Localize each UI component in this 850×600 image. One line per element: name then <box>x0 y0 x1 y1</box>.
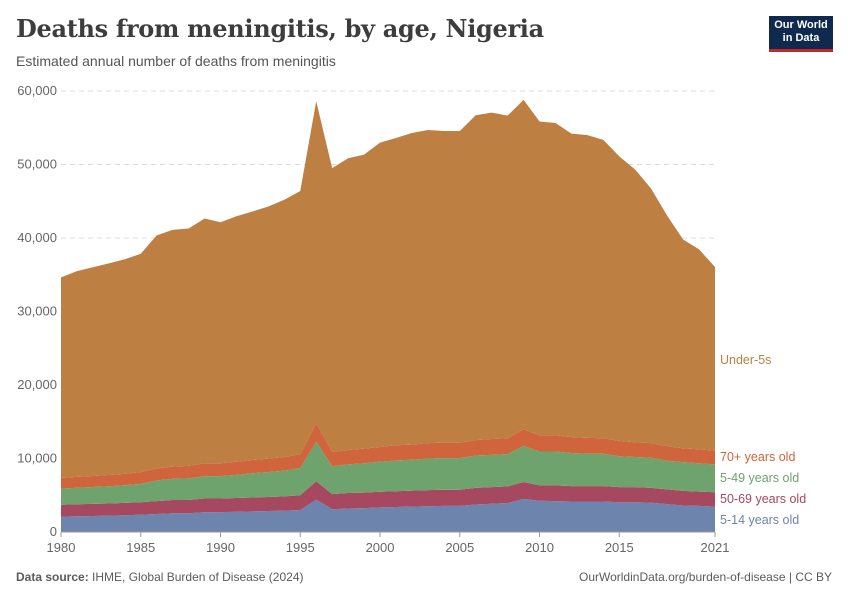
area-series-5-49-years-old <box>61 441 715 505</box>
y-tick-label: 20,000 <box>17 377 57 392</box>
stacked-area-chart: 0 10,000 20,000 30,000 40,000 50,000 60,000 198… <box>17 83 806 555</box>
logo-line-2: in Data <box>782 32 820 44</box>
y-tick-label: 10,000 <box>17 451 57 466</box>
x-tick-label: 2010 <box>525 540 554 555</box>
chart-title: Deaths from meningitis, by age, Nigeria <box>16 14 544 43</box>
owid-logo[interactable]: Our World in Data <box>769 16 833 52</box>
x-tick-label: 1990 <box>206 540 235 555</box>
area-series-5-14-years-old <box>61 498 715 532</box>
footer-source: Data source: IHME, Global Burden of Dise… <box>16 570 303 584</box>
x-tick-label: 2000 <box>366 540 395 555</box>
x-tick-label: 2015 <box>605 540 634 555</box>
area-series-70-years-old <box>61 423 715 489</box>
area-series-50-69-years-old <box>61 481 715 517</box>
x-tick-label: 2005 <box>445 540 474 555</box>
series-label-under-5s: Under-5s <box>720 353 771 367</box>
series-label-5-14-years-old: 5-14 years old <box>720 513 799 527</box>
x-tick-label: 1985 <box>126 540 155 555</box>
y-tick-label: 50,000 <box>17 157 57 172</box>
y-tick-label: 40,000 <box>17 230 57 245</box>
x-tick-label: 2021 <box>701 540 730 555</box>
series-label-5-49-years-old: 5-49 years old <box>720 471 799 485</box>
footer-url[interactable]: OurWorldinData.org/burden-of-disease | C… <box>578 570 832 584</box>
series-label-70-years-old: 70+ years old <box>720 450 795 464</box>
x-tick-label: 1980 <box>47 540 76 555</box>
x-tick-label: 1995 <box>286 540 315 555</box>
y-tick-label: 0 <box>50 524 57 539</box>
series-label-50-69-years-old: 50-69 years old <box>720 492 806 506</box>
chart-subtitle: Estimated annual number of deaths from m… <box>16 53 336 69</box>
source-label: Data source: <box>16 570 89 584</box>
source-text[interactable]: IHME, Global Burden of Disease (2024) <box>92 570 304 584</box>
y-tick-label: 60,000 <box>17 83 57 98</box>
logo-line-1: Our World <box>774 19 828 31</box>
area-series-under-5s <box>61 99 715 478</box>
y-tick-label: 30,000 <box>17 304 57 319</box>
